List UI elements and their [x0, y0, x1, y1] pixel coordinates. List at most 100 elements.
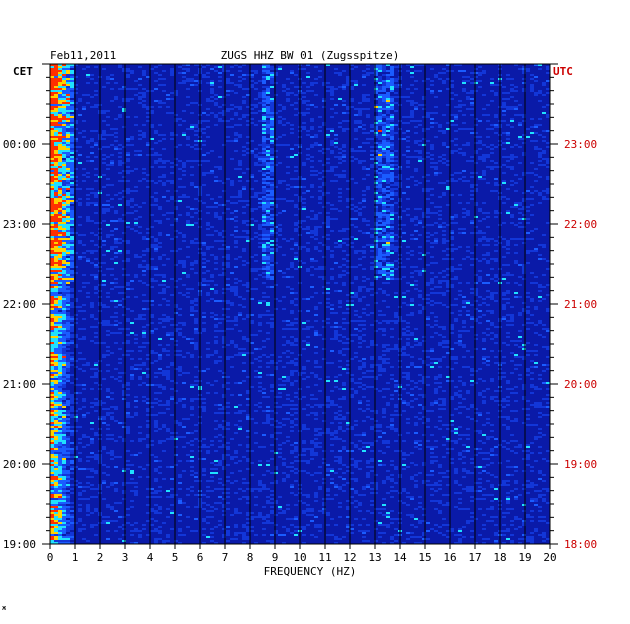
spectrogram-cell	[70, 326, 74, 328]
spectrogram-cell	[146, 266, 150, 268]
spectrogram-cell	[270, 76, 274, 78]
spectrogram-cell	[266, 132, 270, 134]
spectrogram-cell	[514, 292, 518, 294]
spectrogram-cell	[174, 312, 178, 314]
spectrogram-cell	[226, 140, 230, 142]
spectrogram-cell	[410, 116, 414, 118]
spectrogram-cell	[506, 248, 510, 250]
spectrogram-cell	[382, 104, 386, 106]
spectrogram-cell	[206, 270, 210, 272]
spectrogram-cell	[174, 280, 178, 282]
spectrogram-cell	[58, 184, 62, 186]
spectrogram-cell	[378, 234, 382, 236]
spectrogram-cell	[158, 154, 162, 156]
spectrogram-cell	[114, 210, 118, 212]
spectrogram-cell	[266, 120, 270, 122]
spectrogram-cell	[506, 272, 510, 274]
spectrogram-cell	[254, 268, 258, 270]
spectrogram-cell	[258, 274, 262, 276]
spectrogram-cell	[66, 316, 70, 318]
spectrogram-cell	[374, 130, 378, 132]
spectrogram-cell	[194, 298, 198, 300]
spectrogram-cell	[174, 304, 178, 306]
spectrogram-cell	[286, 172, 290, 174]
spectrogram-cell	[266, 78, 270, 80]
spectrogram-cell	[82, 318, 86, 320]
spectrogram-cell	[350, 296, 354, 298]
spectrogram-cell	[282, 180, 286, 182]
spectrogram-cell	[362, 276, 366, 278]
spectrogram-cell	[378, 198, 382, 200]
spectrogram-cell	[142, 94, 146, 96]
spectrogram-cell	[106, 76, 110, 78]
spectrogram-cell	[62, 92, 66, 94]
spectrogram-cell	[470, 198, 474, 200]
spectrogram-cell	[70, 134, 74, 136]
spectrogram-cell	[158, 322, 162, 324]
spectrogram-cell	[374, 184, 378, 186]
spectrogram-cell	[470, 232, 474, 234]
spectrogram-cell	[70, 164, 74, 166]
spectrogram-cell	[374, 264, 378, 266]
spectrogram-cell	[382, 188, 386, 190]
spectrogram-cell	[62, 342, 66, 344]
spectrogram-cell	[262, 136, 266, 138]
spectrogram-cell	[166, 316, 170, 318]
spectrogram-cell	[270, 174, 274, 176]
spectrogram-cell	[426, 188, 430, 190]
spectrogram-cell	[190, 216, 194, 218]
spectrogram-cell	[194, 208, 198, 210]
spectrogram-cell	[390, 274, 394, 276]
spectrogram-cell	[306, 72, 310, 74]
spectrogram-cell	[54, 276, 58, 278]
spectrogram-cell	[58, 162, 62, 164]
spectrogram-cell	[458, 342, 462, 344]
spectrogram-cell	[382, 74, 386, 76]
spectrogram-cell	[542, 328, 546, 330]
spectrogram-cell	[146, 174, 150, 176]
spectrogram-cell	[406, 70, 410, 72]
spectrogram-cell	[262, 86, 266, 88]
spectrogram-cell	[190, 262, 194, 264]
spectrogram-cell	[62, 244, 66, 246]
spectrogram-cell	[58, 348, 62, 350]
spectrogram-cell	[206, 212, 210, 214]
spectrogram-cell	[474, 288, 478, 290]
spectrogram-cell	[490, 338, 494, 340]
spectrogram-cell	[374, 126, 378, 128]
spectrogram-cell	[394, 124, 398, 126]
spectrogram-cell	[102, 186, 106, 188]
spectrogram-cell	[478, 276, 482, 278]
spectrogram-cell	[378, 184, 382, 186]
spectrogram-cell	[490, 166, 494, 168]
spectrogram-cell	[302, 340, 306, 342]
spectrogram-cell	[90, 274, 94, 276]
spectrogram-cell	[226, 258, 230, 260]
spectrogram-cell	[70, 148, 74, 150]
spectrogram-cell	[314, 232, 318, 234]
spectrogram-cell	[286, 166, 290, 168]
spectrogram-cell	[470, 258, 474, 260]
spectrogram-cell	[54, 80, 58, 82]
spectrogram-cell	[66, 248, 70, 250]
spectrogram-cell	[58, 216, 62, 218]
spectrogram-cell	[434, 320, 438, 322]
spectrogram-cell	[302, 122, 306, 124]
spectrogram-cell	[166, 160, 170, 162]
spectrogram-cell	[250, 322, 254, 324]
spectrogram-cell	[522, 218, 526, 220]
spectrogram-cell	[258, 164, 262, 166]
spectrogram-cell	[266, 278, 270, 280]
spectrogram-cell	[454, 144, 458, 146]
spectrogram-cell	[382, 274, 386, 276]
spectrogram-cell	[442, 280, 446, 282]
spectrogram-cell	[114, 98, 118, 100]
spectrogram-cell	[150, 278, 154, 280]
spectrogram-cell	[438, 72, 442, 74]
spectrogram-cell	[522, 114, 526, 116]
spectrogram-cell	[94, 278, 98, 280]
spectrogram-cell	[142, 314, 146, 316]
spectrogram-cell	[334, 72, 338, 74]
spectrogram-cell	[54, 202, 58, 204]
spectrogram-cell	[370, 294, 374, 296]
